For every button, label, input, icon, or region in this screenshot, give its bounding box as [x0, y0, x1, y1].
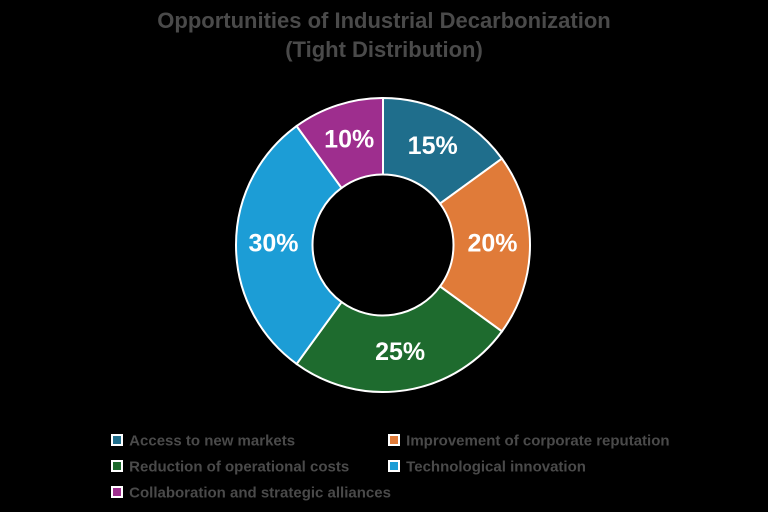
- svg-text:20%: 20%: [467, 230, 517, 258]
- svg-text:25%: 25%: [375, 338, 425, 366]
- svg-text:30%: 30%: [248, 230, 298, 258]
- svg-text:10%: 10%: [324, 126, 374, 154]
- svg-text:15%: 15%: [408, 132, 458, 160]
